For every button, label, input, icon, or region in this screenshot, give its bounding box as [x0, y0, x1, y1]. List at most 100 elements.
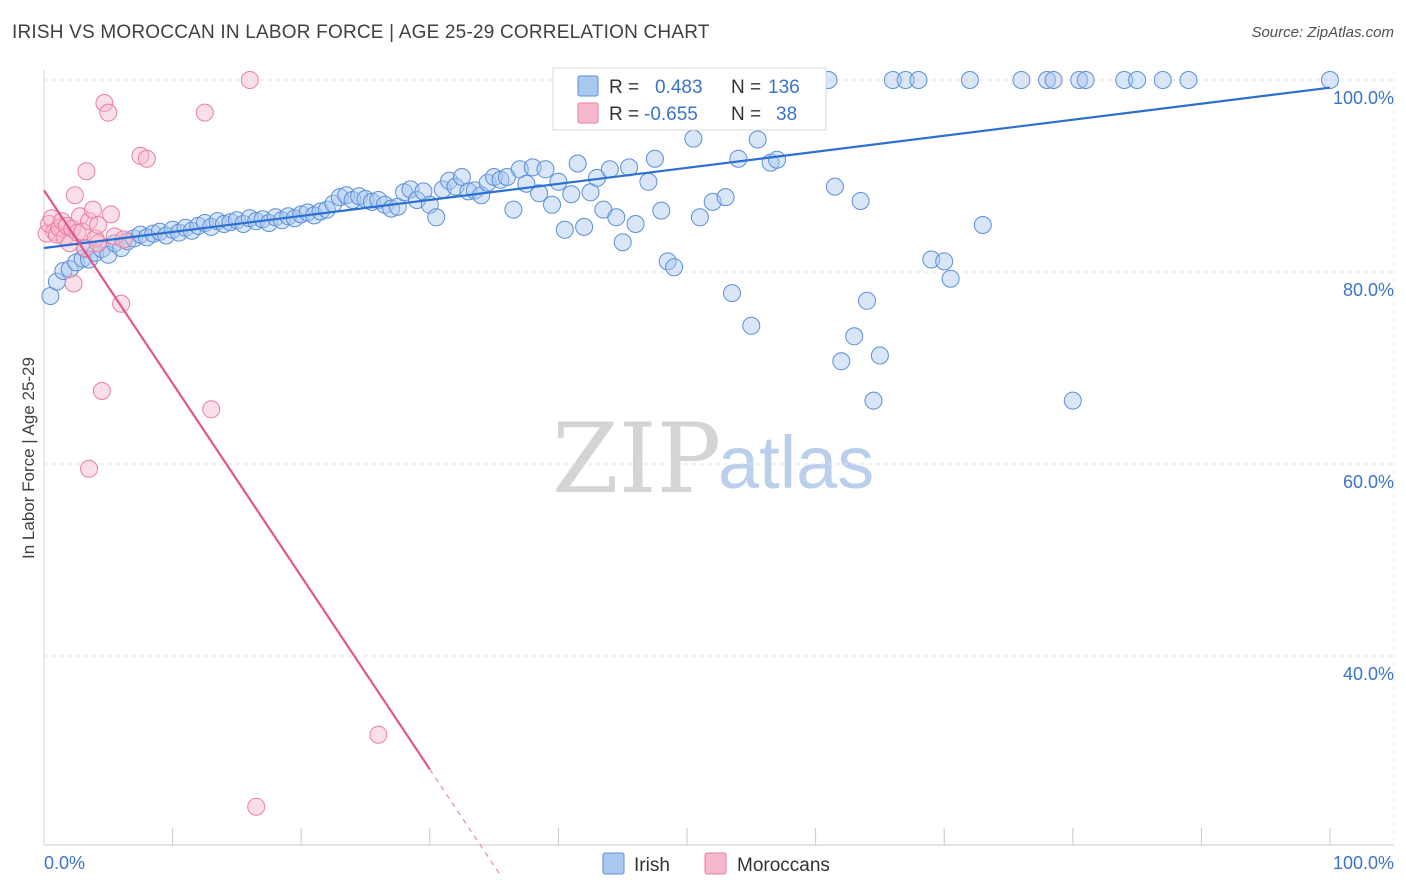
point-irish [530, 184, 549, 203]
point-irish [960, 71, 979, 89]
point-irish [832, 352, 851, 371]
point-irish [504, 200, 523, 219]
point-irish [652, 201, 671, 220]
point-irish [1070, 71, 1089, 89]
point-irish [935, 252, 954, 271]
point-moroccans [240, 71, 259, 89]
point-moroccans [65, 186, 84, 205]
y-tick-label: 40.0% [1343, 664, 1394, 684]
point-irish [645, 149, 664, 168]
point-irish [600, 160, 619, 179]
trend-lines [43, 86, 1331, 876]
point-irish [742, 316, 761, 335]
point-irish [665, 258, 684, 277]
point-irish [54, 262, 73, 280]
point-moroccans [80, 459, 98, 478]
point-irish [684, 129, 703, 148]
point-moroccans [83, 200, 102, 219]
chart-title: IRISH VS MOROCCAN IN LABOR FORCE | AGE 2… [12, 22, 710, 43]
point-moroccans [80, 212, 98, 231]
point-irish [1115, 71, 1134, 89]
x-tick-label-right: 100.0% [1333, 853, 1394, 873]
legend-r-label-moroccans: R = [609, 104, 639, 125]
source-label: Source: ZipAtlas.com [1251, 24, 1394, 41]
point-moroccans [195, 103, 214, 122]
trend-line-moroccans [43, 189, 431, 770]
y-tick-label: 80.0% [1343, 280, 1394, 300]
point-irish [896, 71, 915, 89]
point-irish [941, 269, 960, 288]
y-tick-label: 100.0% [1333, 88, 1394, 108]
legend-n-value-moroccans: 38 [776, 104, 797, 125]
point-irish [543, 195, 561, 214]
point-irish [748, 130, 767, 149]
point-irish [909, 71, 928, 89]
point-irish [555, 220, 574, 239]
point-irish [369, 191, 388, 209]
point-irish [858, 291, 876, 310]
point-irish [716, 188, 735, 207]
point-irish [536, 160, 555, 179]
point-moroccans [89, 234, 107, 253]
point-moroccans [247, 797, 266, 816]
legend-r-label-irish: R = [609, 77, 639, 98]
point-irish [1012, 71, 1031, 89]
watermark-atlas: atlas [718, 421, 874, 504]
legend-n-label-moroccans: N = [731, 104, 761, 125]
legend-swatch-moroccans [577, 102, 599, 124]
trend-line-moroccans-extension [429, 768, 502, 876]
point-irish [729, 149, 748, 168]
point-moroccans [369, 725, 388, 744]
point-irish [607, 208, 626, 227]
point-irish [60, 260, 79, 279]
point-irish [825, 177, 844, 196]
bottom-legend-label-irish: Irish [634, 855, 670, 876]
point-moroccans [92, 382, 111, 400]
point-irish [723, 284, 741, 303]
y-axis-label: In Labor Force | Age 25-29 [19, 357, 38, 559]
point-irish [1038, 71, 1057, 89]
point-moroccans [137, 149, 156, 168]
point-irish [1128, 71, 1147, 89]
legend-r-value-irish: 0.483 [655, 77, 703, 98]
point-irish [1179, 71, 1198, 89]
point-irish [845, 327, 864, 346]
x-tick-label-left: 0.0% [44, 853, 85, 873]
legend-top: R = 0.483 N = 136 R = -0.655 N = 38 [552, 67, 827, 131]
point-irish [1044, 71, 1063, 89]
bottom-legend-label-moroccans: Moroccans [737, 855, 830, 876]
point-moroccans [42, 209, 61, 228]
point-moroccans [77, 162, 96, 181]
point-irish [768, 150, 786, 169]
point-irish [427, 208, 446, 227]
x-axis-ticks [172, 828, 1331, 845]
y-tick-labels: 100.0% 80.0% 60.0% 40.0% [1333, 88, 1394, 684]
point-irish [690, 208, 709, 227]
point-irish [883, 71, 902, 89]
point-irish [870, 346, 889, 365]
point-irish [613, 233, 632, 252]
trend-line-irish [43, 86, 1331, 250]
point-irish [626, 215, 645, 233]
point-irish [1153, 71, 1172, 89]
point-irish [1063, 391, 1082, 410]
point-moroccans [95, 94, 114, 112]
point-irish [337, 186, 356, 205]
point-irish [639, 172, 658, 191]
point-moroccans [89, 216, 107, 234]
point-irish [549, 172, 568, 191]
legend-n-label-irish: N = [731, 77, 761, 98]
point-moroccans [64, 274, 83, 293]
point-irish [864, 391, 883, 410]
legend-n-value-irish: 136 [768, 77, 800, 98]
point-irish [973, 216, 992, 234]
legend-r-value-moroccans: -0.655 [644, 104, 698, 125]
point-irish [568, 154, 587, 173]
bottom-legend-swatch-moroccans [704, 852, 727, 875]
y-tick-label: 60.0% [1343, 472, 1394, 492]
point-moroccans [101, 205, 120, 224]
legend-swatch-irish [577, 75, 599, 97]
point-moroccans [202, 400, 221, 419]
point-irish [1076, 71, 1095, 89]
point-irish [575, 217, 594, 236]
